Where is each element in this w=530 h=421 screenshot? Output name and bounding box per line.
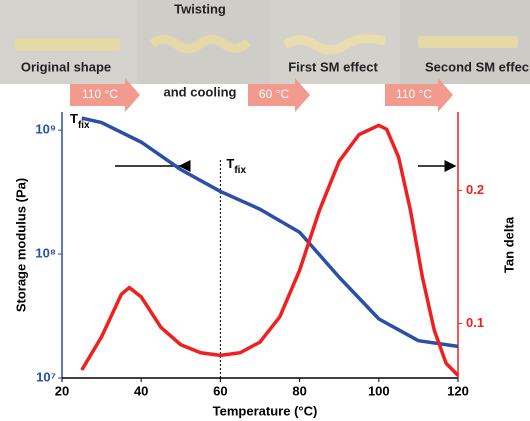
sample-strip (418, 36, 518, 48)
step-label: 110 °C (396, 87, 432, 101)
x-tick-label: 60 (213, 383, 227, 398)
annotation: Tfix (70, 111, 90, 130)
annotation-sub: fix (78, 120, 90, 131)
y-tick-label: 10⁷ (36, 369, 56, 384)
photo-strip (0, 0, 530, 84)
sample-strip (282, 34, 387, 55)
y2-axis-label: Tan delta (501, 216, 516, 273)
sample-strip (15, 38, 120, 51)
photo-label: and cooling (164, 84, 237, 99)
y2-tick-label: 0.2 (466, 182, 484, 197)
y2-tick-label: 0.1 (466, 315, 484, 330)
step-arrow (70, 78, 140, 112)
step-arrows: 110 °C 60 °C 110 °C (70, 78, 453, 112)
step-arrow (248, 78, 310, 112)
annotation-main: T (226, 156, 234, 171)
photo-label: Original shape (21, 59, 111, 74)
photo-label: Twisting (174, 1, 226, 16)
sample-strip (149, 34, 252, 54)
series-line (81, 116, 459, 349)
x-tick-label: 40 (134, 383, 148, 398)
photo-label: First SM effect (288, 59, 378, 74)
annotation-sub: fix (234, 165, 246, 176)
x-axis-label: Temperature (°C) (213, 403, 318, 418)
photo-label: Second SM effec (425, 59, 529, 74)
series-line (80, 123, 460, 377)
step-arrow (385, 78, 453, 112)
y-tick-label: 10⁹ (35, 122, 56, 137)
step-label: 60 °C (259, 87, 289, 101)
x-tick-label: 120 (447, 383, 469, 398)
x-tick-label: 100 (368, 383, 390, 398)
annotation-main: T (70, 111, 78, 126)
x-tick-label: 20 (55, 383, 69, 398)
step-label: 110 °C (82, 87, 118, 101)
annotation: Tfix (226, 156, 246, 175)
y-axis-label: Storage modulus (Pa) (13, 178, 28, 312)
x-tick-label: 80 (292, 383, 306, 398)
y-tick-label: 10⁸ (35, 245, 56, 260)
